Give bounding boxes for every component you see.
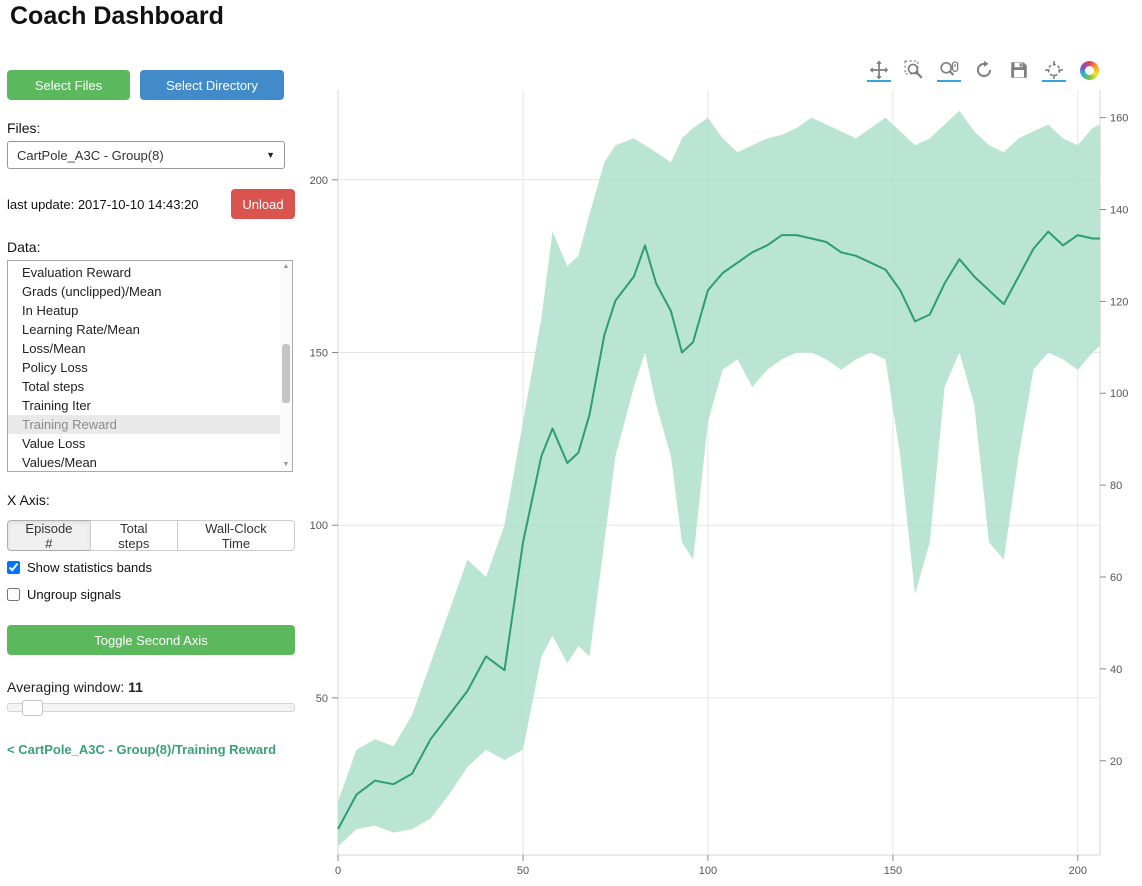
svg-text:50: 50 <box>316 693 328 705</box>
scroll-up-icon[interactable]: ▲ <box>282 263 290 270</box>
svg-text:120: 120 <box>1110 296 1128 308</box>
list-item[interactable]: Loss/Mean <box>22 341 86 356</box>
page-title: Coach Dashboard <box>10 2 224 30</box>
averaging-window-slider[interactable] <box>7 700 295 716</box>
files-select-value: CartPole_A3C - Group(8) <box>17 147 164 163</box>
toggle-second-axis-button[interactable]: Toggle Second Axis <box>7 625 295 655</box>
show-bands-checkbox[interactable] <box>7 561 20 574</box>
scroll-down-icon[interactable]: ▼ <box>282 461 290 468</box>
unload-button[interactable]: Unload <box>231 189 295 219</box>
slider-thumb[interactable] <box>22 700 43 716</box>
svg-text:100: 100 <box>310 520 328 532</box>
svg-text:140: 140 <box>1110 205 1128 217</box>
scrollbar-track[interactable] <box>281 273 291 459</box>
list-item[interactable]: Total steps <box>22 379 85 394</box>
show-bands-label: Show statistics bands <box>27 560 153 575</box>
select-directory-button[interactable]: Select Directory <box>140 70 284 100</box>
training-reward-chart[interactable]: 0 50 100 150 200 50 100 150 200 20 40 60 80 100 120 140… <box>300 55 1142 886</box>
list-item[interactable]: Values/Mean <box>22 455 97 470</box>
xaxis-label: X Axis: <box>7 492 50 508</box>
training-reward-plot[interactable]: 0 50 100 150 200 50 100 150 200 20 40 60 80 100 120 140… <box>300 55 1142 881</box>
ungroup-signals-label: Ungroup signals <box>27 587 121 602</box>
svg-text:60: 60 <box>1110 572 1122 584</box>
svg-text:100: 100 <box>699 865 717 877</box>
reset-icon[interactable] <box>973 58 995 82</box>
bokeh-logo-icon[interactable] <box>1078 58 1100 82</box>
averaging-window-label: Averaging window: 11 <box>7 679 143 695</box>
data-list[interactable]: Evaluation Reward Grads (unclipped)/Mean I… <box>7 260 293 472</box>
xaxis-option-wall-clock-time[interactable]: Wall-Clock Time <box>176 520 295 551</box>
scrollbar-thumb[interactable] <box>282 343 290 404</box>
list-item[interactable]: Training Reward <box>8 415 280 434</box>
svg-text:50: 50 <box>517 865 529 877</box>
averaging-window-value: 11 <box>128 679 143 695</box>
svg-text:150: 150 <box>884 865 902 877</box>
list-item[interactable]: Evaluation Reward <box>22 265 132 280</box>
save-icon[interactable] <box>1008 58 1030 82</box>
files-select[interactable]: CartPole_A3C - Group(8) ▼ <box>7 141 285 169</box>
svg-text:40: 40 <box>1110 664 1122 676</box>
box-zoom-icon[interactable] <box>903 58 925 82</box>
xaxis-option-episode-[interactable]: Episode # <box>7 520 91 551</box>
ungroup-signals-checkbox[interactable] <box>7 588 20 601</box>
plot-toolbar <box>867 58 1100 82</box>
list-item[interactable]: In Heatup <box>22 303 79 318</box>
data-list-items: Evaluation Reward Grads (unclipped)/Mean I… <box>8 263 280 471</box>
data-list-scrollbar[interactable]: ▲ ▼ <box>280 261 292 471</box>
hover-icon[interactable] <box>1042 58 1066 82</box>
svg-text:200: 200 <box>310 175 328 187</box>
xaxis-option-total-steps[interactable]: Total steps <box>89 520 178 551</box>
svg-text:0: 0 <box>335 865 341 877</box>
data-label: Data: <box>7 239 41 255</box>
pan-icon[interactable] <box>867 58 891 82</box>
select-files-button[interactable]: Select Files <box>7 70 130 100</box>
list-item[interactable]: Grads (unclipped)/Mean <box>22 284 162 299</box>
files-label: Files: <box>7 120 41 136</box>
ungroup-signals-row: Ungroup signals <box>7 584 295 605</box>
last-update-row: last update: 2017-10-10 14:43:20 Unload <box>7 189 295 219</box>
file-buttons-row: Select Files Select Directory <box>7 70 295 100</box>
wheel-zoom-icon[interactable] <box>937 58 961 82</box>
svg-text:100: 100 <box>1110 388 1128 400</box>
list-item[interactable]: Learning Rate/Mean <box>22 322 140 337</box>
svg-text:80: 80 <box>1110 480 1122 492</box>
show-bands-row: Show statistics bands <box>7 557 295 578</box>
xaxis-button-group: Episode # Total steps Wall-Clock Time <box>7 520 295 551</box>
plot-area: 0 50 100 150 200 50 100 150 200 20 40 60 80 100 120 140… <box>300 55 1142 881</box>
last-update-text: last update: 2017-10-10 14:43:20 <box>7 196 199 212</box>
sidebar: Select Files Select Directory Files: Car… <box>7 70 295 757</box>
svg-text:150: 150 <box>310 348 328 360</box>
list-item[interactable]: Value Loss <box>22 436 86 451</box>
list-item[interactable]: Policy Loss <box>22 360 88 375</box>
list-item[interactable]: Training Iter <box>22 398 91 413</box>
svg-text:20: 20 <box>1110 756 1122 768</box>
svg-text:200: 200 <box>1069 865 1087 877</box>
chevron-down-icon: ▼ <box>266 150 275 160</box>
breadcrumb[interactable]: < CartPole_A3C - Group(8)/Training Rewar… <box>7 742 277 757</box>
svg-text:160: 160 <box>1110 113 1128 125</box>
